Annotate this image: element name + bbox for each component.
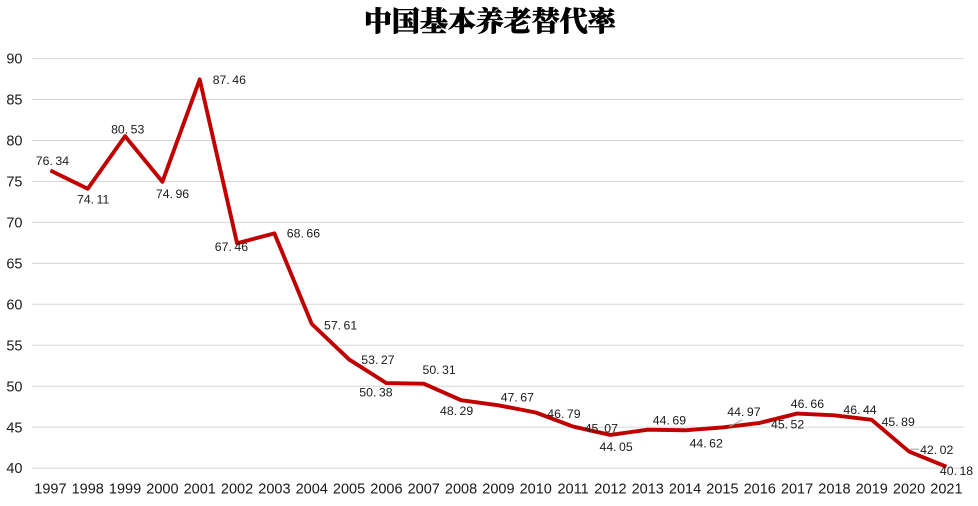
svg-text:45. 52: 45. 52 [771,418,804,432]
svg-text:2018: 2018 [818,482,850,498]
svg-text:74. 11: 74. 11 [77,193,109,207]
svg-text:50: 50 [6,379,22,395]
svg-text:48. 29: 48. 29 [440,404,473,418]
svg-text:45. 07: 45. 07 [585,422,618,436]
svg-text:50. 38: 50. 38 [359,386,392,400]
svg-text:2007: 2007 [408,482,440,498]
svg-text:2009: 2009 [482,482,514,498]
svg-text:40: 40 [6,461,22,477]
svg-text:2003: 2003 [258,482,290,498]
svg-text:2017: 2017 [781,482,813,498]
svg-text:2015: 2015 [706,482,738,498]
svg-text:55: 55 [6,338,22,354]
svg-text:2000: 2000 [146,482,178,498]
svg-text:80: 80 [6,134,22,150]
svg-text:1998: 1998 [72,482,104,498]
svg-text:65: 65 [6,256,22,272]
svg-text:42. 02: 42. 02 [920,443,953,457]
svg-text:2014: 2014 [669,482,701,498]
svg-text:2011: 2011 [557,482,588,498]
svg-text:80. 53: 80. 53 [111,123,144,137]
svg-text:53. 27: 53. 27 [361,353,394,367]
svg-text:2021: 2021 [930,482,962,498]
svg-text:85: 85 [6,93,22,109]
svg-text:47. 67: 47. 67 [501,390,534,404]
svg-text:1997: 1997 [34,482,66,498]
svg-text:2019: 2019 [856,482,888,498]
svg-text:2008: 2008 [445,482,477,498]
svg-text:2005: 2005 [333,482,365,498]
svg-text:87. 46: 87. 46 [213,73,246,87]
svg-text:2020: 2020 [893,482,925,498]
svg-text:2006: 2006 [370,482,402,498]
svg-text:46. 66: 46. 66 [791,397,824,411]
svg-text:44. 05: 44. 05 [600,440,633,454]
svg-text:75: 75 [6,175,22,191]
svg-text:46. 44: 46. 44 [843,403,876,417]
svg-text:2012: 2012 [594,482,626,498]
svg-text:44. 69: 44. 69 [653,414,686,428]
svg-text:74. 96: 74. 96 [156,187,189,201]
svg-text:1999: 1999 [109,482,141,498]
svg-text:45. 89: 45. 89 [882,415,915,429]
svg-text:2010: 2010 [520,482,552,498]
svg-text:68. 66: 68. 66 [287,227,320,241]
svg-text:46. 79: 46. 79 [547,407,580,421]
svg-text:76. 34: 76. 34 [36,154,69,168]
svg-text:44. 97: 44. 97 [727,405,760,419]
svg-text:2001: 2001 [184,482,216,498]
svg-text:40. 18: 40. 18 [940,464,973,478]
svg-text:2004: 2004 [296,482,328,498]
svg-text:45: 45 [6,420,22,436]
svg-text:2016: 2016 [744,482,776,498]
svg-text:70: 70 [6,216,22,232]
svg-text:67. 46: 67. 46 [215,240,248,254]
svg-text:57. 61: 57. 61 [324,318,357,332]
svg-text:44. 62: 44. 62 [690,437,723,451]
svg-text:2013: 2013 [632,482,664,498]
svg-text:2002: 2002 [221,482,253,498]
svg-text:60: 60 [6,297,22,313]
svg-text:50. 31: 50. 31 [423,363,456,377]
svg-text:90: 90 [6,52,22,68]
